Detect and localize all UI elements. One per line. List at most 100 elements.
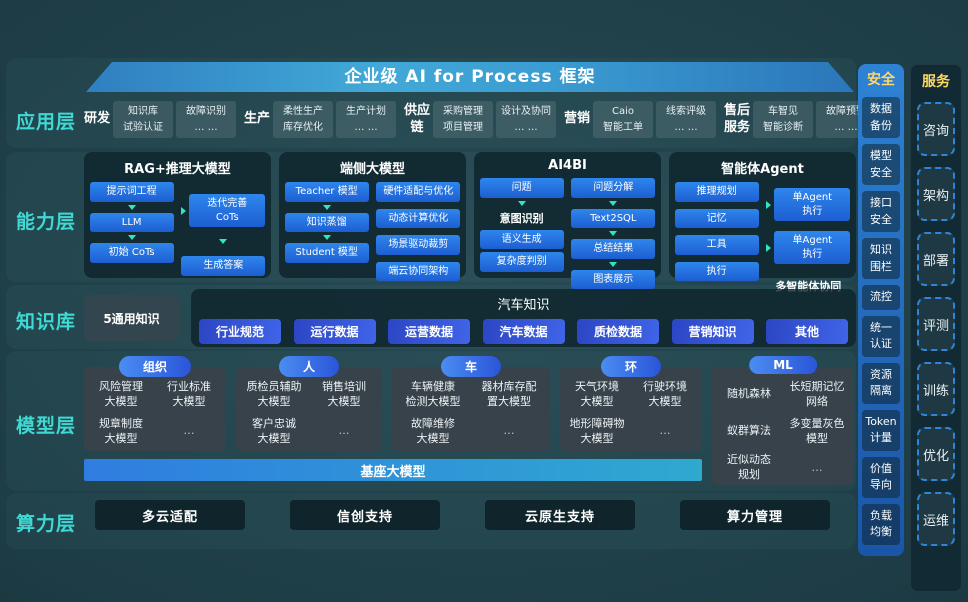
flow-step-text: 意图识别 xyxy=(499,211,544,225)
capability-column: 单Agent 执行 单Agent 执行 多智能体协同 xyxy=(766,182,851,294)
model-group: 车车辆健康 检测大模型 器材库存配 置大模型 故障维修 大模型… xyxy=(392,356,550,451)
flow-step-box: 总结结果 xyxy=(571,239,656,259)
general-knowledge-box: 5通用知识 xyxy=(84,295,179,341)
model-item: 多变量灰色 模型 xyxy=(789,416,845,445)
layer-label-capability: 能力层 xyxy=(15,211,76,233)
model-items-grid: 随机森林 长短期记忆 网络 蚁群算法 多变量灰色 模型 近似动态 规划… xyxy=(712,367,854,489)
service-item: 咨询 xyxy=(917,102,955,156)
layer-label-knowledge: 知识库 xyxy=(15,311,76,333)
flow-step-box: 工具 xyxy=(674,235,759,255)
flow-arrow-down-icon xyxy=(609,261,618,267)
application-groups-row: 研发 知识库 试验认证 故障识别 … … 生产 柔性生产 库存优化 生产计划 … … 供应 … xyxy=(84,101,877,138)
model-item: 销售培训 大模型 xyxy=(322,380,366,408)
app-group-label: 生产 xyxy=(244,111,271,127)
capability-panel: AI4BI 问题 意图识别 语义生成 复杂度判别 问题分解 Text2SQL 总结结果 图表展示 xyxy=(474,152,661,289)
compute-box: 算力管理 xyxy=(680,500,830,530)
capability-column: 迭代完善 CoTs 生成答案 xyxy=(181,182,266,276)
service-item: 优化 xyxy=(917,427,955,481)
layer-label-application: 应用层 xyxy=(15,111,76,133)
model-item: 蚁群算法 xyxy=(727,424,771,438)
service-item: 部署 xyxy=(917,232,955,286)
flow-step-box: 单Agent 执行 xyxy=(774,188,851,221)
layer-label-compute: 算力层 xyxy=(15,513,76,535)
compute-box: 信创支持 xyxy=(290,500,440,530)
model-item: … xyxy=(183,424,195,438)
flow-step-row: 单Agent 执行 xyxy=(766,188,851,221)
flow-step-box: 复杂度判别 xyxy=(479,252,564,272)
services-column: 服务 咨询 架构 部署 评测 训练 优化 运维 xyxy=(910,64,962,592)
flow-step-box: 单Agent 执行 xyxy=(774,231,851,264)
app-group: 营销 Caio 智能工单 线索评级 … … xyxy=(564,101,717,138)
capability-panel: 端侧大模型 Teacher 模型 知识蒸馏 Student 模型 硬件适配与优化 动态计算… xyxy=(279,152,466,281)
security-item: 数据 备份 xyxy=(862,97,900,138)
knowledge-layer: 5通用知识 汽车知识 行业规范 运行数据 运营数据 汽车数据 质检数据 营销知识 其他 xyxy=(84,289,856,347)
capability-panel-body: 提示词工程 LLM 初始 CoTs 迭代完善 CoTs 生成答案 xyxy=(84,182,271,282)
model-category-pill: 环 xyxy=(600,356,662,377)
flow-step-box: 动态计算优化 xyxy=(376,208,461,228)
capability-column: Teacher 模型 知识蒸馏 Student 模型 xyxy=(284,182,369,281)
flow-step-box: 图表展示 xyxy=(571,269,656,289)
knowledge-pill-row: 行业规范 运行数据 运营数据 汽车数据 质检数据 营销知识 其他 xyxy=(199,319,848,344)
app-function-box: 生产计划 … … xyxy=(336,101,397,138)
flow-step-box: 生成答案 xyxy=(181,256,266,276)
flow-step-row: 迭代完善 CoTs xyxy=(181,194,266,227)
model-group: 环天气环境 大模型 行驶环境 大模型 地形障碍物 大模型… xyxy=(560,356,702,451)
services-title: 服务 xyxy=(922,74,950,90)
security-column: 安全 数据 备份 模型 安全 接口 安全 知识 围栏 流控 统一 认证 资源 隔离 Token… xyxy=(858,64,904,556)
capability-panel: RAG+推理大模型 提示词工程 LLM 初始 CoTs 迭代完善 CoTs 生成答案 xyxy=(84,152,271,278)
capability-column: 推理规划 记忆 工具 执行 xyxy=(674,182,759,294)
capability-layer: RAG+推理大模型 提示词工程 LLM 初始 CoTs 迭代完善 CoTs 生成答案 端侧大… xyxy=(84,152,856,293)
model-category-pill: 车 xyxy=(440,356,502,377)
app-function-box: 车智见 智能诊断 xyxy=(753,101,814,138)
flow-step-box: 语义生成 xyxy=(479,229,564,249)
app-group-label: 售后 服务 xyxy=(724,103,751,135)
app-group: 生产 柔性生产 库存优化 生产计划 … … xyxy=(244,101,397,138)
security-item: 统一 认证 xyxy=(862,315,900,357)
security-item: 模型 安全 xyxy=(862,144,900,185)
model-item: 近似动态 规划 xyxy=(727,453,771,482)
knowledge-pill: 汽车数据 xyxy=(482,319,565,344)
model-items-grid: 风险管理 大模型 行业标准 大模型 规章制度 大模型… xyxy=(84,367,226,452)
service-item: 架构 xyxy=(917,167,955,221)
app-function-box: 采购管理 项目管理 xyxy=(433,101,494,138)
security-item: 流控 xyxy=(862,285,900,310)
service-item: 评测 xyxy=(917,297,955,351)
flow-step-box: 硬件适配与优化 xyxy=(376,182,461,202)
security-item: 价值 导向 xyxy=(862,456,900,498)
flow-step-box: LLM xyxy=(89,212,174,232)
flow-arrow-down-icon xyxy=(609,200,618,206)
flow-arrow-down-icon xyxy=(127,235,136,240)
capability-panel-title: 智能体Agent xyxy=(721,162,804,177)
capability-panel: 智能体Agent 推理规划 记忆 工具 执行 单Agent 执行 单Agent 执行 多智能体… xyxy=(669,152,856,293)
app-function-box: 线索评级 … … xyxy=(656,101,717,138)
model-item: … xyxy=(811,460,823,474)
flow-step-box: 问题 xyxy=(479,178,564,198)
model-item: 客户忠诚 大模型 xyxy=(252,416,296,445)
flow-step-box: Teacher 模型 xyxy=(284,182,369,202)
app-group-label: 供应 链 xyxy=(404,103,431,135)
model-group: ML 随机森林 长短期记忆 网络 蚁群算法 多变量灰色 模型 近似动态 规划… xyxy=(712,356,854,485)
compute-box: 多云适配 xyxy=(95,500,245,530)
model-layer: 组织 风险管理 大模型 行业标准 大模型 规章制度 大模型… 人质检员辅助 大模型 销售培… xyxy=(84,353,856,489)
security-item: 知识 围栏 xyxy=(862,238,900,279)
compute-box: 云原生支持 xyxy=(485,500,635,530)
flow-step-row: 单Agent 执行 xyxy=(766,231,851,264)
app-group: 供应 链采购管理 项目管理 设计及协同 … … xyxy=(404,101,557,138)
flow-step-box: 推理规划 xyxy=(674,182,759,202)
model-item: … xyxy=(338,424,350,438)
model-category-pill: 组织 xyxy=(118,356,192,377)
base-model-bar: 基座大模型 xyxy=(84,459,702,481)
model-category-pill: ML xyxy=(749,356,817,374)
capability-panel-title: RAG+推理大模型 xyxy=(124,162,231,177)
model-item: 天气环境 大模型 xyxy=(575,380,619,408)
model-group: 组织 风险管理 大模型 行业标准 大模型 规章制度 大模型… xyxy=(84,356,226,452)
flow-arrow-right-icon xyxy=(181,206,187,215)
flow-step-box: 场景驱动裁剪 xyxy=(376,235,461,255)
model-item: 器材库存配 置大模型 xyxy=(481,380,537,408)
flow-arrow-down-icon xyxy=(609,231,618,236)
model-item: 车辆健康 检测大模型 xyxy=(405,380,461,408)
layer-label-model: 模型层 xyxy=(15,415,76,437)
model-item: 规章制度 大模型 xyxy=(99,416,143,445)
automotive-knowledge-title: 汽车知识 xyxy=(497,298,550,313)
